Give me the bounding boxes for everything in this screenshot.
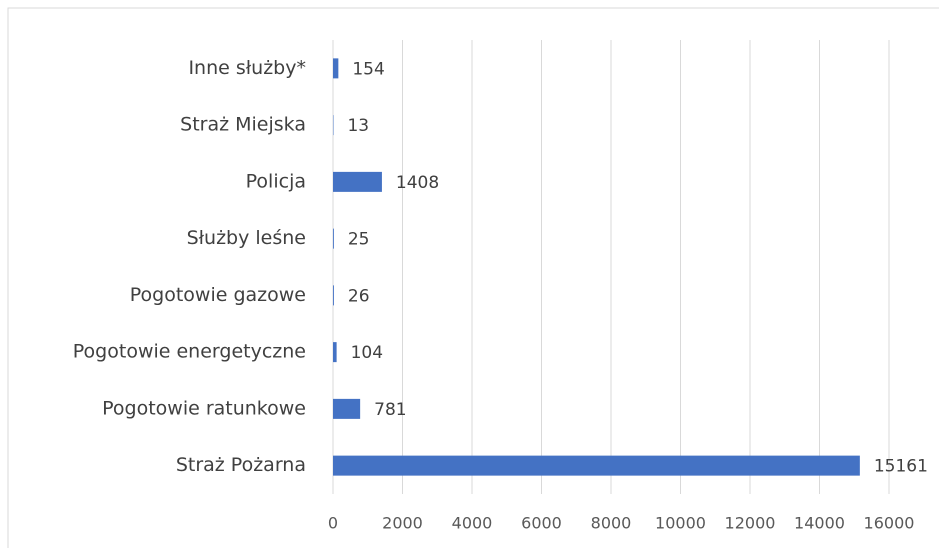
y-tick-label: Policja <box>246 170 306 192</box>
data-label: 781 <box>374 400 406 420</box>
y-tick-label: Pogotowie ratunkowe <box>102 397 306 419</box>
y-tick-label: Straż Pożarna <box>176 454 306 476</box>
bar <box>333 285 334 306</box>
y-tick-label: Pogotowie gazowe <box>130 284 306 306</box>
chart-frame <box>7 7 939 548</box>
y-tick-label: Inne służby* <box>188 57 306 79</box>
x-tick-label: 16000 <box>864 514 915 533</box>
data-label: 26 <box>348 286 370 306</box>
x-tick-label: 8000 <box>591 514 632 533</box>
bar <box>333 342 337 363</box>
y-tick-label: Służby leśne <box>187 227 306 249</box>
data-label: 13 <box>347 116 369 136</box>
y-tick-label: Straż Miejska <box>180 114 306 136</box>
x-tick-label: 10000 <box>655 514 706 533</box>
data-label: 154 <box>352 59 384 79</box>
data-label: 104 <box>351 343 383 363</box>
data-label: 25 <box>348 230 370 250</box>
y-tick-label: Pogotowie energetyczne <box>73 341 306 363</box>
x-tick-label: 14000 <box>794 514 845 533</box>
x-tick-label: 0 <box>328 514 338 533</box>
x-tick-label: 2000 <box>382 514 423 533</box>
bar <box>333 171 382 192</box>
bar <box>333 228 334 249</box>
data-label: 15161 <box>874 457 928 477</box>
x-tick-label: 12000 <box>725 514 776 533</box>
x-tick-label: 6000 <box>521 514 562 533</box>
bar <box>333 455 860 476</box>
bar <box>333 398 361 419</box>
x-tick-label: 4000 <box>452 514 493 533</box>
data-label: 1408 <box>396 173 439 193</box>
bar <box>333 58 339 79</box>
